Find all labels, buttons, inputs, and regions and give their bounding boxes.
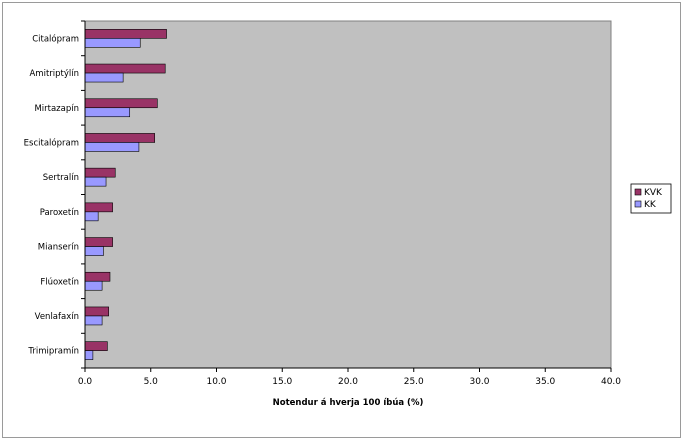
category-label: Flúoxetín [40, 277, 79, 287]
legend-label-kk: KK [644, 200, 657, 210]
category-label: Escitalópram [24, 137, 79, 148]
bar-kvk-9 [84, 341, 108, 351]
bar-kk-6 [84, 246, 104, 256]
bar-kvk-6 [84, 237, 113, 247]
bar-kk-4 [84, 176, 107, 187]
x-axis-label: Notendur á hverja 100 íbúa (%) [273, 398, 424, 408]
bar-kk-3 [84, 142, 140, 152]
category-label: Paroxetín [40, 208, 79, 218]
bar-chart: Citalópram Amitriptýlín Mirtazapín Escitaló… [24, 20, 672, 408]
bar-kvk-5 [84, 202, 113, 213]
bar-kvk-4 [84, 167, 116, 178]
category-label: Mirtazapín [34, 104, 79, 114]
legend-label-kvk: KVK [644, 188, 663, 198]
x-tick-label: 30.0 [469, 377, 489, 387]
bar-kk-7 [84, 280, 103, 291]
category-label: Citalópram [32, 33, 79, 44]
category-label: Venlafaxín [35, 312, 79, 322]
x-tick-label: 40.0 [601, 377, 621, 387]
x-tick-label: 25.0 [404, 377, 424, 387]
category-label: Trimipramín [27, 347, 79, 357]
x-tick-label: 5.0 [144, 377, 159, 387]
category-label: Mianserín [38, 243, 79, 253]
bar-kk-0 [84, 38, 141, 48]
x-tick-label: 15.0 [272, 377, 292, 387]
bar-kvk-1 [84, 63, 166, 74]
bar-kvk-8 [84, 306, 109, 317]
bar-kk-9 [84, 350, 94, 360]
plot-area [84, 20, 612, 369]
x-tick-label: 0.0 [78, 377, 93, 387]
bar-kk-2 [84, 107, 131, 118]
x-tick-label: 20.0 [338, 377, 358, 387]
x-tick-label: 10.0 [206, 377, 226, 387]
bar-kk-8 [84, 315, 103, 326]
category-label: Sertralín [43, 173, 79, 183]
bar-kvk-7 [84, 271, 111, 282]
legend-swatch-kvk [634, 188, 642, 196]
legend-swatch-kk [634, 200, 642, 208]
legend: KVK KK [630, 183, 672, 214]
x-tick-label: 35.0 [535, 377, 555, 387]
bar-kk-5 [84, 211, 99, 222]
bar-kvk-3 [84, 133, 155, 143]
bar-kvk-0 [84, 29, 167, 39]
bar-kk-1 [84, 72, 124, 83]
bar-kvk-2 [84, 98, 158, 109]
category-label: Amitriptýlín [29, 69, 79, 79]
